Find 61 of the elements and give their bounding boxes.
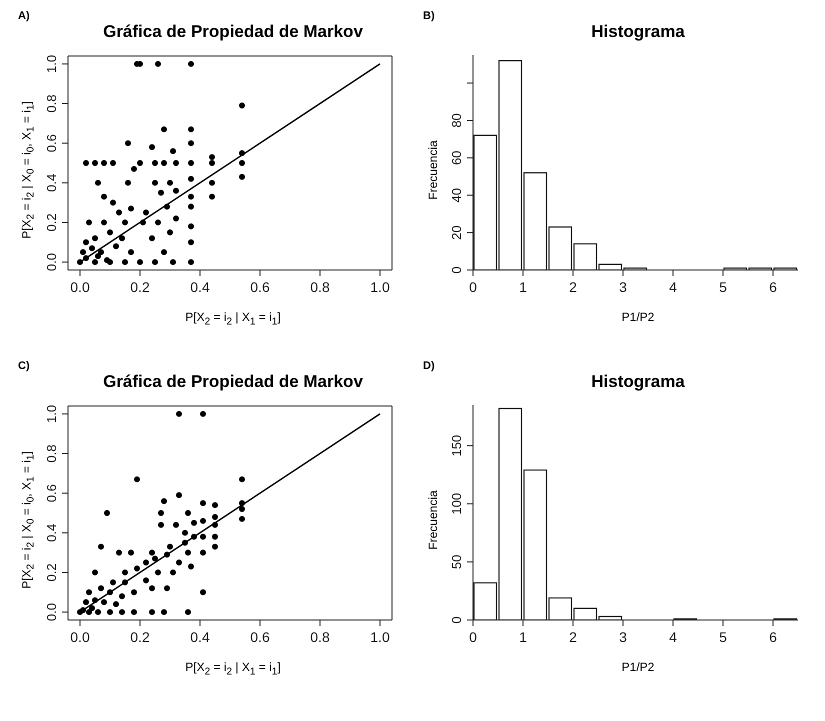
text: P[X$_{2}$ = i$_{2}$ | X$_{1}$ = i$_{1}$] <box>185 660 281 678</box>
y-tick-label: 0.6 <box>44 134 59 152</box>
y-tick-label: 150 <box>449 434 464 457</box>
x-tick-label: 1 <box>519 279 528 295</box>
y-tick-label: 0.4 <box>44 524 59 542</box>
y-tick-label: 1.0 <box>44 54 59 73</box>
y-tick-label: 0.0 <box>44 253 59 272</box>
x-axis-title: P1/P2 <box>620 660 656 674</box>
x-tick-label: 0.8 <box>310 279 330 295</box>
y-tick-label: 50 <box>449 554 464 570</box>
y-tick-label: 0 <box>449 616 464 624</box>
x-tick-label: 1 <box>519 629 528 645</box>
x-tick-label: 0.0 <box>70 279 90 295</box>
y-tick-label: 0.2 <box>44 563 59 582</box>
x-tick-label: 5 <box>719 629 728 645</box>
x-tick-label: 6 <box>769 629 778 645</box>
x-tick-label: 0.2 <box>130 629 150 645</box>
x-tick-label: 0.4 <box>190 279 210 295</box>
chart-title: Histograma <box>590 22 686 42</box>
x-tick-label: 0.4 <box>190 629 210 645</box>
chart-title: Gráfica de Propiedad de Markov <box>102 372 364 392</box>
x-tick-label: 2 <box>569 279 578 295</box>
x-tick-label: 0 <box>469 629 478 645</box>
y-tick-label: 20 <box>449 225 464 240</box>
y-axis-title: Frecuencia <box>426 140 440 200</box>
y-tick-label: 40 <box>449 188 464 202</box>
x-tick-label: 1.0 <box>370 279 390 295</box>
y-tick-label: 100 <box>449 492 464 515</box>
text: A) <box>18 10 30 22</box>
x-tick-label: 3 <box>619 629 628 645</box>
y-tick-label: 0.6 <box>44 484 59 502</box>
x-tick-label: 3 <box>619 279 628 295</box>
x-tick-label: 0.2 <box>130 279 150 295</box>
text: B) <box>423 10 435 22</box>
x-axis-title: P1/P2 <box>620 310 656 324</box>
y-tick-label: 0.4 <box>44 174 59 192</box>
y-tick-label: 0.2 <box>44 213 59 232</box>
x-tick-label: 4 <box>669 279 678 295</box>
x-tick-label: 4 <box>669 629 678 645</box>
x-tick-label: 0.6 <box>250 629 270 645</box>
text: D) <box>423 360 435 372</box>
y-tick-label: 0.0 <box>44 603 59 622</box>
y-tick-label: 0.8 <box>44 444 59 463</box>
chart-title: Gráfica de Propiedad de Markov <box>102 22 364 42</box>
y-tick-label: 0.8 <box>44 94 59 113</box>
y-tick-label: 80 <box>449 113 464 128</box>
x-tick-label: 6 <box>769 279 778 295</box>
x-tick-label: 2 <box>569 629 578 645</box>
x-tick-label: 0.8 <box>310 629 330 645</box>
x-tick-label: 0.6 <box>250 279 270 295</box>
x-tick-label: 0.0 <box>70 629 90 645</box>
x-tick-label: 0 <box>469 279 478 295</box>
x-tick-label: 1.0 <box>370 629 390 645</box>
x-tick-label: 5 <box>719 279 728 295</box>
y-tick-label: 0 <box>449 266 464 274</box>
y-axis-title: Frecuencia <box>426 490 440 550</box>
y-tick-label: 60 <box>449 150 464 166</box>
chart-title: Histograma <box>590 372 686 392</box>
y-tick-label: 1.0 <box>44 404 59 423</box>
text: P[X$_{2}$ = i$_{2}$ | X$_{1}$ = i$_{1}$] <box>185 310 281 328</box>
text: C) <box>18 360 30 372</box>
